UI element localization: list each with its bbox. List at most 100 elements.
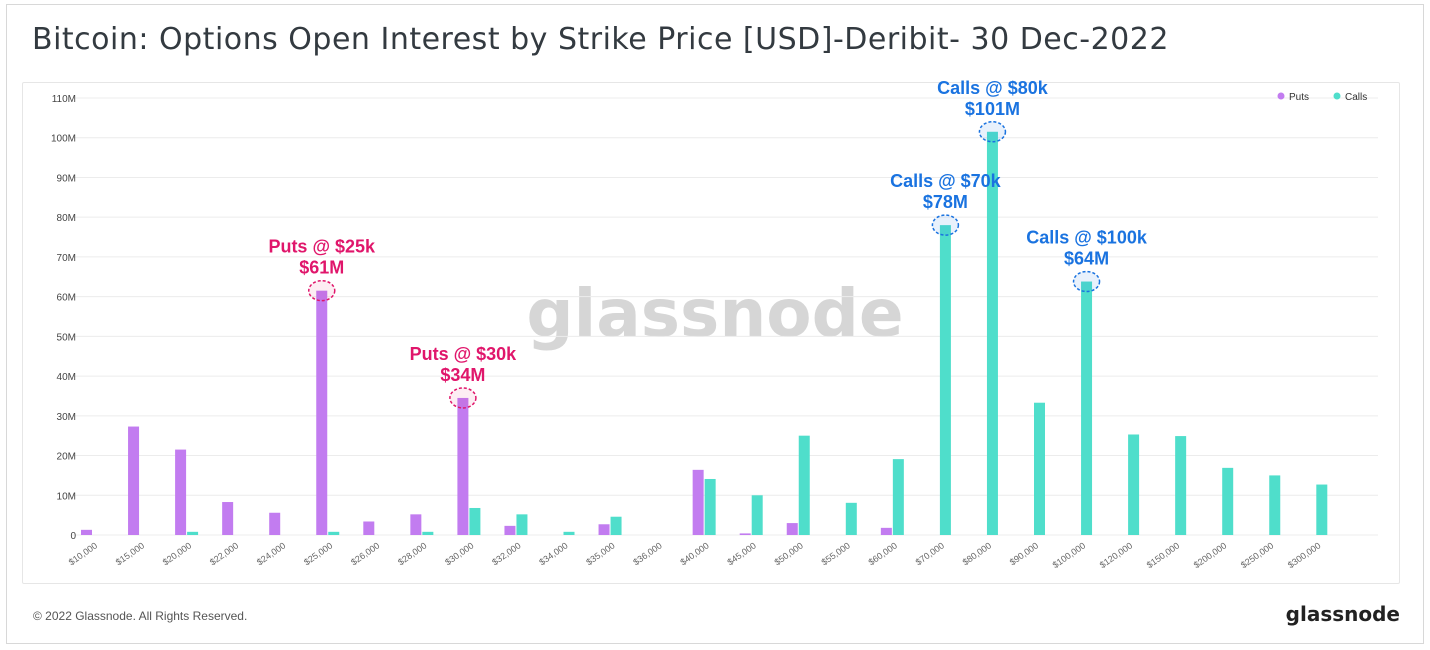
bar-puts — [598, 524, 610, 535]
x-tick-label: $26,000 — [349, 540, 381, 567]
bar-puts — [410, 514, 422, 535]
bar-calls — [1316, 484, 1328, 535]
x-tick-label: $30,000 — [443, 540, 475, 567]
y-tick-label: 70M — [57, 253, 76, 264]
annotation-label: Calls @ $100k — [1026, 228, 1148, 248]
x-tick-label: $36,000 — [631, 540, 663, 567]
annotation-marker — [449, 387, 477, 409]
x-tick-label: $100,000 — [1051, 540, 1087, 570]
x-tick-label: $50,000 — [773, 540, 805, 567]
annotation-marker — [308, 279, 336, 302]
bar-puts — [692, 469, 704, 535]
bar-calls — [610, 516, 622, 535]
bar-calls — [798, 435, 810, 535]
y-tick-label: 40M — [57, 372, 76, 383]
x-tick-label: $300,000 — [1286, 540, 1322, 570]
x-tick-label: $150,000 — [1145, 540, 1181, 570]
x-tick-label: $70,000 — [914, 540, 946, 567]
x-tick-label: $40,000 — [678, 540, 710, 567]
y-tick-label: 30M — [57, 412, 76, 423]
y-tick-label: 0 — [70, 531, 76, 542]
bar-calls — [939, 225, 951, 536]
x-tick-label: $80,000 — [961, 540, 993, 567]
watermark: glassnode — [526, 275, 903, 352]
plot-area — [22, 82, 1400, 584]
bar-calls — [563, 531, 575, 535]
annotation-marker — [978, 121, 1007, 143]
chart-frame — [6, 4, 1424, 644]
bar-puts — [316, 290, 328, 535]
y-tick-label: 50M — [57, 332, 76, 343]
x-tick-label: $20,000 — [161, 540, 193, 567]
bar-puts — [128, 426, 140, 535]
legend-puts-label: Puts — [1289, 92, 1309, 103]
page-title: Bitcoin: Options Open Interest by Strike… — [32, 22, 1169, 57]
bar-calls — [1175, 436, 1187, 535]
bar-calls — [187, 531, 199, 535]
brand-logo: glassnode — [1285, 602, 1400, 626]
y-tick-label: 20M — [57, 452, 76, 463]
bar-calls — [516, 514, 528, 535]
bar-puts — [269, 512, 281, 535]
x-tick-label: $22,000 — [208, 540, 240, 567]
x-tick-label: $55,000 — [820, 540, 852, 567]
y-tick-label: 90M — [57, 173, 76, 184]
y-tick-label: 10M — [57, 491, 76, 502]
x-tick-label: $90,000 — [1008, 540, 1040, 567]
x-tick-label: $250,000 — [1239, 540, 1275, 570]
bar-calls — [422, 531, 434, 535]
x-tick-label: $32,000 — [490, 540, 522, 567]
annotation-value: $78M — [923, 192, 968, 212]
annotation-marker — [931, 214, 960, 236]
annotation-marker — [1072, 270, 1101, 293]
bar-puts — [222, 502, 234, 535]
y-tick-label: 100M — [51, 134, 76, 145]
annotation-label: Puts @ $30k — [410, 344, 518, 364]
bar-puts — [457, 397, 469, 535]
bar-calls — [704, 478, 716, 535]
copyright-text: © 2022 Glassnode. All Rights Reserved. — [33, 609, 248, 623]
bar-calls — [1222, 467, 1234, 535]
x-tick-label: $60,000 — [867, 540, 899, 567]
bar-puts — [175, 449, 187, 535]
annotation-value: $101M — [965, 99, 1020, 119]
bar-calls — [986, 131, 998, 535]
annotation-value: $61M — [299, 258, 344, 278]
bar-puts — [81, 529, 92, 535]
x-tick-label: $15,000 — [114, 540, 146, 567]
x-tick-label: $35,000 — [584, 540, 616, 567]
bar-calls — [1269, 475, 1281, 535]
bar-calls — [1034, 402, 1045, 535]
bar-puts — [786, 523, 798, 535]
bar-puts — [739, 533, 751, 535]
x-tick-label: $24,000 — [255, 540, 287, 567]
bar-puts — [363, 521, 375, 535]
annotation-label: Calls @ $70k — [890, 171, 1002, 191]
annotation-label: Calls @ $80k — [937, 78, 1049, 98]
annotation-value: $34M — [440, 365, 485, 385]
bar-calls — [1128, 434, 1140, 535]
y-tick-label: 110M — [52, 94, 76, 105]
legend-calls-label: Calls — [1345, 92, 1367, 103]
bar-puts — [504, 525, 516, 535]
x-tick-label: $45,000 — [725, 540, 757, 567]
y-tick-label: 60M — [57, 293, 76, 304]
legend-calls-marker — [1333, 92, 1341, 100]
y-tick-label: 80M — [57, 213, 76, 224]
bar-calls — [469, 507, 481, 535]
annotation-value: $64M — [1064, 249, 1109, 269]
x-tick-label: $10,000 — [67, 540, 99, 567]
x-tick-label: $120,000 — [1098, 540, 1134, 570]
bar-calls — [1081, 281, 1093, 535]
bar-calls — [892, 459, 904, 535]
bar-calls — [845, 502, 857, 535]
bar-calls — [328, 531, 340, 535]
legend-puts-marker — [1277, 92, 1285, 100]
x-tick-label: $34,000 — [537, 540, 569, 567]
bar-puts — [880, 527, 892, 535]
x-tick-label: $200,000 — [1192, 540, 1228, 570]
x-tick-label: $28,000 — [396, 540, 428, 567]
annotation-label: Puts @ $25k — [268, 237, 376, 257]
bar-calls — [751, 495, 763, 535]
